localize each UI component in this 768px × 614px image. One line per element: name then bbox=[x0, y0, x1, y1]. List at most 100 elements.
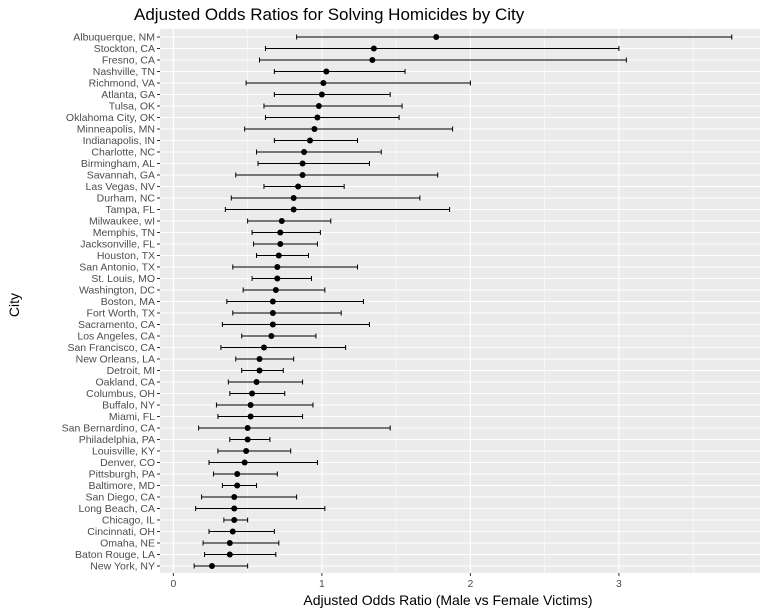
city-mark bbox=[223, 517, 249, 523]
y-tick-label: Omaha, NE bbox=[100, 538, 155, 550]
x-tick-labels: 0 1 2 3 bbox=[170, 573, 622, 590]
y-tick-label: Birmingham, AL bbox=[81, 158, 155, 170]
y-tick-label: Memphis, TN bbox=[93, 227, 155, 239]
city-mark bbox=[224, 206, 451, 213]
y-tick-label: Washington, DC bbox=[79, 285, 155, 297]
y-tick-label: Denver, CO bbox=[100, 457, 155, 469]
city-mark bbox=[256, 149, 382, 155]
or-point bbox=[277, 229, 284, 236]
or-point bbox=[226, 540, 233, 546]
or-point bbox=[433, 34, 440, 40]
y-tick-label: Houston, TX bbox=[97, 250, 155, 262]
or-point bbox=[369, 57, 376, 63]
or-point bbox=[370, 45, 377, 52]
city-mark bbox=[273, 91, 391, 98]
city-mark bbox=[232, 310, 342, 316]
or-point bbox=[243, 448, 250, 454]
city-mark bbox=[245, 80, 471, 86]
city-mark bbox=[241, 333, 317, 339]
y-tick-label: Oakland, CA bbox=[95, 377, 155, 389]
y-tick-label: Charlotte, NC bbox=[91, 147, 155, 159]
or-point bbox=[275, 252, 282, 259]
or-point bbox=[247, 413, 254, 420]
city-mark bbox=[235, 172, 439, 178]
or-point bbox=[272, 287, 279, 293]
y-tick-label: Philadelphia, PA bbox=[79, 434, 155, 446]
city-mark bbox=[217, 448, 292, 454]
or-point bbox=[226, 551, 233, 558]
or-point bbox=[323, 68, 330, 75]
city-mark bbox=[212, 471, 278, 477]
city-mark bbox=[221, 321, 370, 328]
or-point bbox=[290, 195, 297, 201]
or-point bbox=[247, 402, 254, 408]
city-mark bbox=[220, 344, 347, 351]
city-mark bbox=[227, 379, 304, 385]
y-tick-label: Jacksonville, FL bbox=[80, 239, 155, 251]
or-point bbox=[277, 241, 284, 247]
or-point bbox=[253, 379, 260, 385]
y-tick-label: Indianapolis, IN bbox=[83, 135, 155, 147]
data-marks bbox=[193, 34, 733, 569]
y-tick-label: Baltimore, MD bbox=[88, 480, 155, 492]
city-mark bbox=[208, 528, 275, 535]
y-tick-label: Savannah, GA bbox=[87, 170, 155, 182]
x-tick-label: 0 bbox=[170, 578, 176, 590]
city-mark bbox=[273, 137, 359, 144]
or-point bbox=[269, 310, 276, 316]
y-tick-label: Miami, FL bbox=[109, 411, 155, 423]
y-tick-label: Tampa, FL bbox=[105, 204, 155, 216]
y-tick-label: Long Beach, CA bbox=[79, 503, 155, 515]
y-tick-label: Chicago, IL bbox=[102, 515, 155, 527]
or-point bbox=[269, 298, 276, 305]
y-tick-label: Richmond, VA bbox=[89, 78, 155, 90]
city-mark bbox=[226, 298, 364, 305]
city-mark bbox=[263, 183, 345, 190]
city-mark bbox=[229, 436, 271, 443]
city-mark bbox=[221, 482, 258, 489]
x-tick-label: 2 bbox=[467, 578, 473, 590]
city-mark bbox=[193, 563, 249, 569]
or-point bbox=[290, 206, 297, 213]
or-point bbox=[231, 505, 238, 512]
y-tick-label: New York, NY bbox=[90, 561, 155, 573]
y-tick-label: San Antonio, TX bbox=[79, 262, 155, 274]
x-axis-title: Adjusted Odds Ratio (Male vs Female Vict… bbox=[303, 592, 592, 608]
chart-title: Adjusted Odds Ratios for Solving Homicid… bbox=[134, 5, 525, 24]
city-mark bbox=[257, 160, 370, 167]
city-mark bbox=[204, 551, 277, 558]
city-mark bbox=[251, 275, 312, 282]
or-point bbox=[234, 471, 241, 477]
y-tick-label: Minneapolis, MN bbox=[77, 124, 155, 136]
city-mark bbox=[247, 218, 332, 224]
or-point bbox=[229, 528, 236, 535]
or-point bbox=[231, 494, 238, 500]
or-point bbox=[299, 160, 306, 167]
or-point bbox=[274, 275, 281, 282]
city-mark bbox=[232, 264, 359, 270]
y-tick-label: Albuquerque, NM bbox=[73, 32, 155, 44]
or-point bbox=[295, 183, 302, 190]
or-point bbox=[249, 390, 256, 397]
or-point bbox=[318, 91, 325, 98]
y-tick-label: Los Angeles, CA bbox=[77, 331, 155, 343]
or-point bbox=[278, 218, 285, 224]
or-point bbox=[269, 321, 276, 328]
or-point bbox=[315, 103, 322, 109]
y-tick-label: Stockton, CA bbox=[94, 43, 155, 55]
y-tick-label: Oklahoma City, OK bbox=[66, 112, 155, 124]
or-point bbox=[311, 126, 318, 132]
city-mark bbox=[208, 459, 318, 466]
y-tick-label: Nashville, TN bbox=[93, 66, 155, 78]
y-tick-label: Buffalo, NY bbox=[102, 400, 155, 412]
or-point bbox=[256, 367, 263, 374]
city-mark bbox=[264, 45, 620, 52]
or-point bbox=[244, 436, 251, 443]
city-mark bbox=[201, 494, 298, 500]
or-point bbox=[241, 459, 248, 466]
y-tick-label: Milwaukee, wI bbox=[89, 216, 155, 228]
city-mark bbox=[229, 390, 286, 397]
or-point bbox=[208, 563, 215, 569]
or-point bbox=[299, 172, 306, 178]
